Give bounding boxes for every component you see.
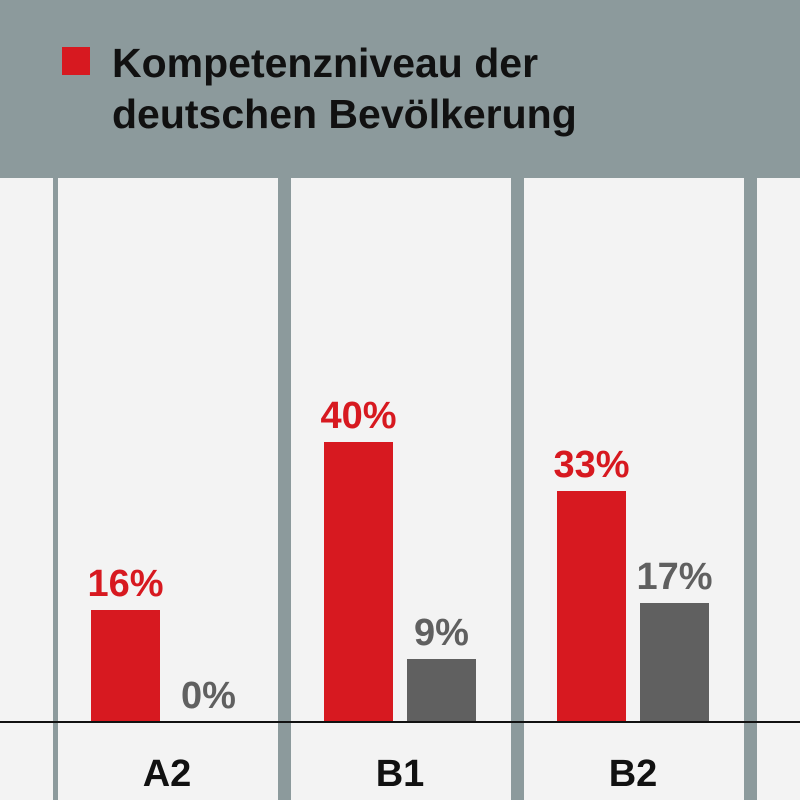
bar-b2-series-1: [557, 491, 626, 722]
chart-header: Kompetenzniveau der deutschen Bevölkerun…: [0, 0, 800, 170]
legend-label-line-2: deutschen Bevölkerung: [112, 91, 577, 137]
legend-label-line-1: Kompetenzniveau der: [112, 40, 539, 86]
category-label-a2: A2: [143, 753, 192, 795]
value-label-a2-series-1: 16%: [87, 563, 163, 605]
legend-label: Kompetenzniveau der deutschen Bevölkerun…: [112, 38, 772, 140]
category-panel: [0, 178, 53, 800]
value-label-a2-series-2: 0%: [181, 675, 236, 717]
category-label-b2: B2: [609, 753, 658, 795]
category-panel: [757, 178, 800, 800]
value-label-b2-series-1: 33%: [553, 444, 629, 486]
bar-a2-series-1: [91, 610, 160, 722]
bar-b1-series-1: [324, 442, 393, 722]
value-label-b2-series-2: 17%: [636, 556, 712, 598]
bar-b2-series-2: [640, 603, 709, 722]
category-label-b1: B1: [376, 753, 425, 795]
legend-swatch: [62, 47, 90, 75]
bar-b1-series-2: [407, 659, 476, 722]
value-label-b1-series-1: 40%: [320, 395, 396, 437]
value-label-b1-series-2: 9%: [414, 612, 469, 654]
